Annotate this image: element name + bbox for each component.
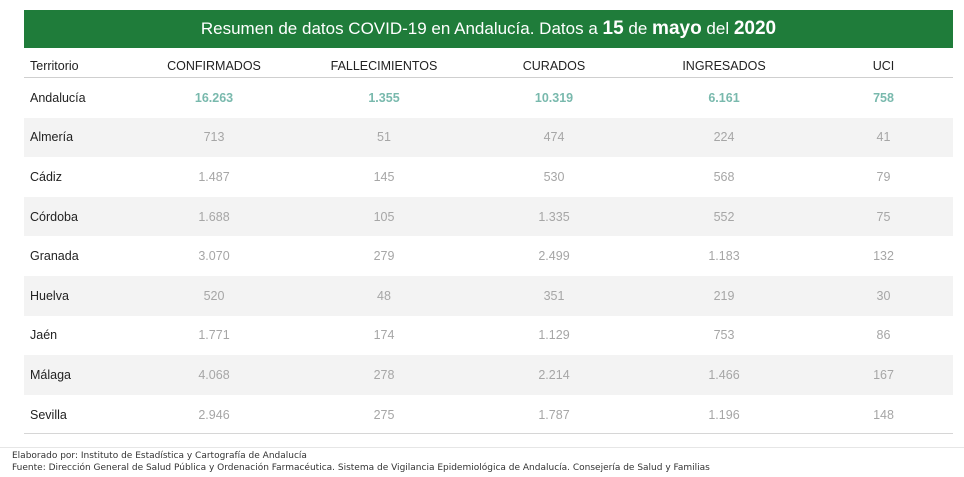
territory-name: Andalucía (30, 90, 86, 105)
col-header-confirmados: CONFIRMADOS (167, 59, 261, 73)
curados-value: 1.335 (538, 209, 570, 224)
title-de: de (628, 19, 648, 38)
table-row-sevilla: Sevilla 2.946 275 1.787 1.196 148 (24, 395, 953, 435)
table-row-granada: Granada 3.070 279 2.499 1.183 132 (24, 236, 953, 276)
confirmados-value: 1.688 (198, 209, 230, 224)
uci-value: 41 (876, 130, 891, 145)
footer-source: Fuente: Dirección General de Salud Públi… (12, 463, 710, 473)
col-header-curados: CURADOS (522, 59, 586, 73)
confirmados-value: 4.068 (198, 367, 230, 382)
curados-value: 1.129 (538, 328, 570, 343)
ingresados-value: 219 (713, 288, 735, 303)
uci-value: 132 (873, 249, 894, 264)
col-header-fallecimientos: FALLECIMIENTOS (330, 59, 438, 73)
confirmados-value: 16.263 (194, 90, 234, 105)
table-bottom-divider (24, 433, 953, 434)
uci-value: 30 (876, 288, 891, 303)
curados-value: 474 (543, 130, 565, 145)
uci-value: 75 (876, 209, 891, 224)
uci-value: 79 (876, 169, 891, 184)
ingresados-value: 1.466 (708, 367, 740, 382)
ingresados-value: 552 (713, 209, 735, 224)
ingresados-value: 1.196 (708, 407, 740, 422)
ingresados-value: 1.183 (708, 249, 740, 264)
title-month: mayo (652, 18, 702, 39)
title-del: del (706, 19, 730, 38)
confirmados-value: 2.946 (198, 407, 230, 422)
col-header-ingresados: INGRESADOS (682, 59, 766, 73)
curados-value: 2.214 (538, 367, 570, 382)
confirmados-value: 713 (203, 130, 225, 145)
fallecimientos-value: 275 (373, 407, 395, 422)
title-banner: Resumen de datos COVID-19 en Andalucía. … (24, 10, 953, 48)
title-day: 15 (602, 18, 624, 39)
fallecimientos-value: 279 (373, 249, 395, 264)
table-row-malaga: Málaga 4.068 278 2.214 1.466 167 (24, 355, 953, 395)
footer-credit: Elaborado por: Instituto de Estadística … (12, 451, 307, 461)
territory-name: Granada (30, 249, 79, 264)
territory-name: Cádiz (30, 169, 62, 184)
table-row-cordoba: Córdoba 1.688 105 1.335 552 75 (24, 196, 953, 237)
table-row-andalucia: Andalucía 16.263 1.355 10.319 6.161 758 (24, 78, 953, 118)
uci-value: 86 (876, 328, 891, 343)
confirmados-value: 1.487 (198, 169, 230, 184)
territory-name: Jaén (30, 328, 58, 343)
table-row-almeria: Almería 713 51 474 224 41 (24, 117, 953, 158)
covid-data-table: Territorio CONFIRMADOS FALLECIMIENTOS CU… (24, 55, 953, 434)
fallecimientos-value: 105 (373, 209, 395, 224)
title-text: Resumen de datos COVID-19 en Andalucía. … (200, 19, 598, 38)
confirmados-value: 520 (203, 288, 225, 303)
curados-value: 1.787 (538, 407, 570, 422)
ingresados-value: 568 (713, 169, 735, 184)
territory-name: Málaga (30, 367, 71, 382)
confirmados-value: 1.771 (198, 328, 230, 343)
table-header: Territorio CONFIRMADOS FALLECIMIENTOS CU… (24, 55, 953, 78)
title-year: 2020 (733, 18, 777, 39)
curados-value: 351 (543, 288, 565, 303)
table-row-jaen: Jaén 1.771 174 1.129 753 86 (24, 316, 953, 356)
uci-value: 758 (873, 90, 894, 105)
fallecimientos-value: 1.355 (368, 90, 400, 105)
fallecimientos-value: 48 (377, 288, 391, 303)
uci-value: 167 (873, 367, 894, 382)
curados-value: 10.319 (534, 90, 574, 105)
table-row-huelva: Huelva 520 48 351 219 30 (24, 275, 953, 316)
ingresados-value: 224 (713, 130, 735, 145)
uci-value: 148 (873, 407, 894, 422)
source-footer: Elaborado por: Instituto de Estadística … (12, 450, 710, 474)
ingresados-value: 6.161 (708, 90, 740, 105)
footer-divider (0, 447, 964, 448)
curados-value: 530 (543, 169, 565, 184)
fallecimientos-value: 278 (373, 367, 395, 382)
curados-value: 2.499 (538, 249, 570, 264)
fallecimientos-value: 145 (373, 169, 395, 184)
territory-name: Almería (30, 130, 74, 145)
territory-name: Huelva (30, 288, 69, 303)
table-row-cadiz: Cádiz 1.487 145 530 568 79 (24, 157, 953, 197)
territory-name: Córdoba (30, 209, 78, 224)
ingresados-value: 753 (713, 328, 735, 343)
fallecimientos-value: 174 (373, 328, 395, 343)
col-header-territorio: Territorio (30, 59, 79, 73)
col-header-uci: UCI (872, 59, 895, 73)
territory-name: Sevilla (30, 407, 67, 422)
confirmados-value: 3.070 (198, 249, 230, 264)
fallecimientos-value: 51 (377, 130, 391, 145)
